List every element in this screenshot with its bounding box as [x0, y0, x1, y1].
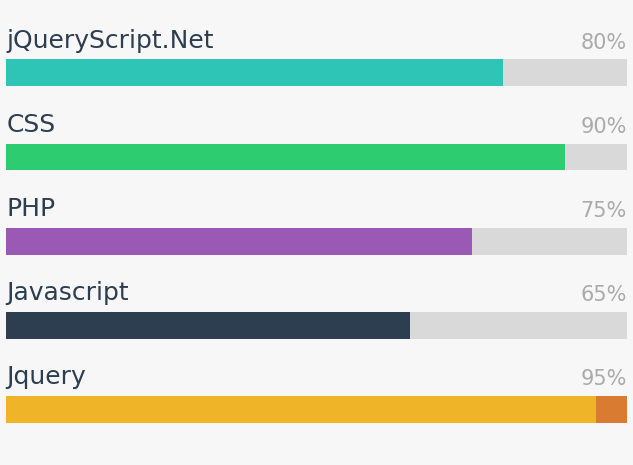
Bar: [596, 396, 627, 423]
Text: 75%: 75%: [580, 201, 627, 221]
Text: PHP: PHP: [6, 197, 56, 221]
Bar: [6, 60, 627, 86]
Bar: [6, 60, 503, 86]
Text: 95%: 95%: [580, 369, 627, 389]
Text: CSS: CSS: [6, 113, 56, 137]
Text: 90%: 90%: [580, 117, 627, 137]
Bar: [6, 144, 565, 171]
Bar: [6, 228, 472, 255]
Bar: [6, 396, 627, 423]
Text: jQueryScript.Net: jQueryScript.Net: [6, 29, 214, 53]
Bar: [6, 228, 627, 255]
Bar: [6, 144, 627, 171]
Text: Jquery: Jquery: [6, 365, 86, 389]
Bar: [6, 396, 596, 423]
Bar: [6, 312, 410, 339]
Bar: [6, 312, 627, 339]
Text: Javascript: Javascript: [6, 281, 129, 305]
Text: 80%: 80%: [580, 33, 627, 53]
Text: 65%: 65%: [580, 285, 627, 305]
